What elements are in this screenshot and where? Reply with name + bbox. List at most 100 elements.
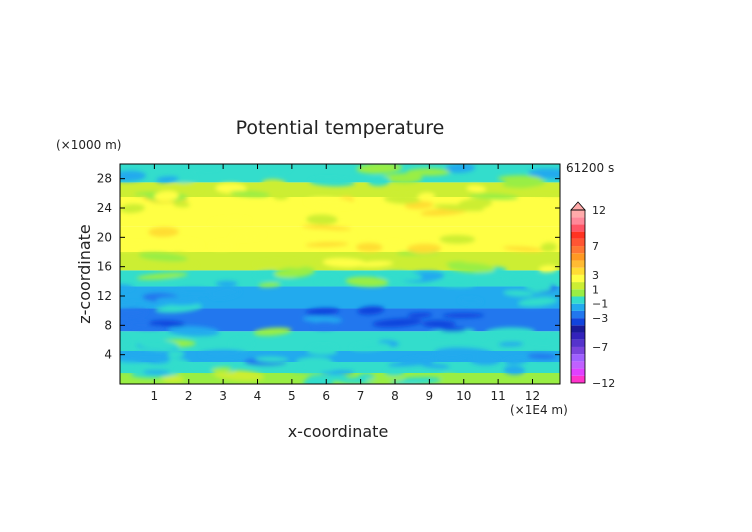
contour-patch <box>120 301 154 308</box>
contour-patch <box>417 192 436 202</box>
y-tick-label: 4 <box>104 348 112 362</box>
contour-patch <box>210 241 236 250</box>
colorbar-segment <box>571 375 585 383</box>
contour-patch <box>230 338 253 350</box>
plot-field <box>120 164 560 384</box>
x-axis: 1 2 3 4 5 6 7 8 9 10 11 12 <box>151 164 540 403</box>
contour-patch <box>136 272 188 280</box>
contour-patch <box>301 225 352 231</box>
contour-patch <box>310 345 338 351</box>
contour-patch <box>440 327 467 332</box>
contour-patch <box>156 176 179 183</box>
contour-patch <box>270 164 292 173</box>
colorbar-segment <box>571 289 585 297</box>
contour-patch <box>466 185 487 193</box>
contour-patch <box>302 316 343 323</box>
colorbar-label: −1 <box>592 298 608 311</box>
contour-patch <box>524 281 552 292</box>
colorbar-segment <box>571 246 585 254</box>
contour-patch <box>345 276 389 287</box>
contour-patch <box>502 182 536 188</box>
contour-patch <box>210 218 250 226</box>
contour-patch <box>434 348 467 359</box>
contour-patch <box>406 168 451 176</box>
contour-patch <box>503 289 535 297</box>
colorbar-segment <box>571 368 585 376</box>
contour-patch <box>315 276 338 283</box>
contour-patch <box>230 232 265 240</box>
contour-patch <box>120 361 145 369</box>
contour-patch <box>383 193 423 204</box>
contour-patch <box>198 349 247 358</box>
contour-patch <box>538 265 558 273</box>
contour-patch <box>407 312 433 318</box>
colorbar-label: 1 <box>592 283 599 296</box>
contour-patch <box>498 341 524 347</box>
contour-patch <box>229 190 271 198</box>
colorbar-label: 3 <box>592 269 599 282</box>
contour-patch <box>540 242 558 253</box>
contour-patch <box>449 334 487 340</box>
contour-patch <box>526 187 560 196</box>
contour-patch <box>120 242 157 251</box>
contour-patch <box>503 365 526 375</box>
contour-patch <box>311 321 338 330</box>
colorbar-segment <box>571 325 585 333</box>
contour-patch <box>442 313 485 318</box>
x-tick-label: 7 <box>357 389 365 403</box>
contour-patch <box>382 241 405 250</box>
contour-patch <box>120 283 135 290</box>
x-axis-label: x-coordinate <box>288 422 389 441</box>
y-unit-label: (×1000 m) <box>56 138 121 152</box>
time-label: 61200 s <box>566 161 614 175</box>
colorbar-label: 12 <box>592 204 606 217</box>
contour-patch <box>261 179 287 189</box>
contour-patch <box>258 282 281 288</box>
heatmap-band <box>120 351 560 362</box>
contour-patch <box>312 197 332 202</box>
colorbar-segment <box>571 303 585 311</box>
y-tick-label: 12 <box>97 289 112 303</box>
colorbar-label: −3 <box>592 312 608 325</box>
contour-patch <box>433 204 485 212</box>
colorbar-segment <box>571 238 585 247</box>
colorbar-segment <box>571 332 585 340</box>
contour-patch <box>367 176 391 187</box>
contour-patch <box>306 374 331 384</box>
contour-patch <box>400 356 436 364</box>
colorbar-frame <box>570 209 586 384</box>
contour-patch <box>295 356 332 366</box>
contour-patch <box>160 239 203 250</box>
colorbar-segment <box>571 361 585 369</box>
colorbar-segment <box>571 318 585 326</box>
contour-patch <box>502 246 543 252</box>
x-tick-label: 11 <box>490 389 505 403</box>
colorbar-segment <box>571 224 585 232</box>
contour-patch <box>356 164 403 174</box>
contour-patch <box>272 191 289 200</box>
contour-patch <box>215 280 238 287</box>
contour-patch <box>503 275 538 281</box>
contour-patch <box>527 353 558 360</box>
contour-patch <box>445 164 476 173</box>
contour-patch <box>254 356 289 363</box>
contour-patch <box>173 201 190 208</box>
colorbar-segment <box>571 217 585 225</box>
contour-patch <box>445 261 467 267</box>
contour-patch <box>184 164 220 170</box>
contour-patch <box>469 354 501 366</box>
x-tick-label: 4 <box>254 389 262 403</box>
contour-patch <box>469 193 519 200</box>
chart-title: Potential temperature <box>236 117 445 139</box>
x-tick-label: 3 <box>219 389 227 403</box>
heatmap-band <box>120 362 560 373</box>
contour-patch <box>356 260 394 268</box>
contour-patch <box>384 368 405 376</box>
contour-patch <box>350 342 391 351</box>
plot-frame <box>119 163 561 385</box>
contour-patch <box>306 214 338 225</box>
contour-patch <box>166 183 203 194</box>
x-unit-label: (×1E4 m) <box>510 403 568 417</box>
colorbar-segment <box>571 296 585 304</box>
y-tick-label: 8 <box>104 318 112 332</box>
